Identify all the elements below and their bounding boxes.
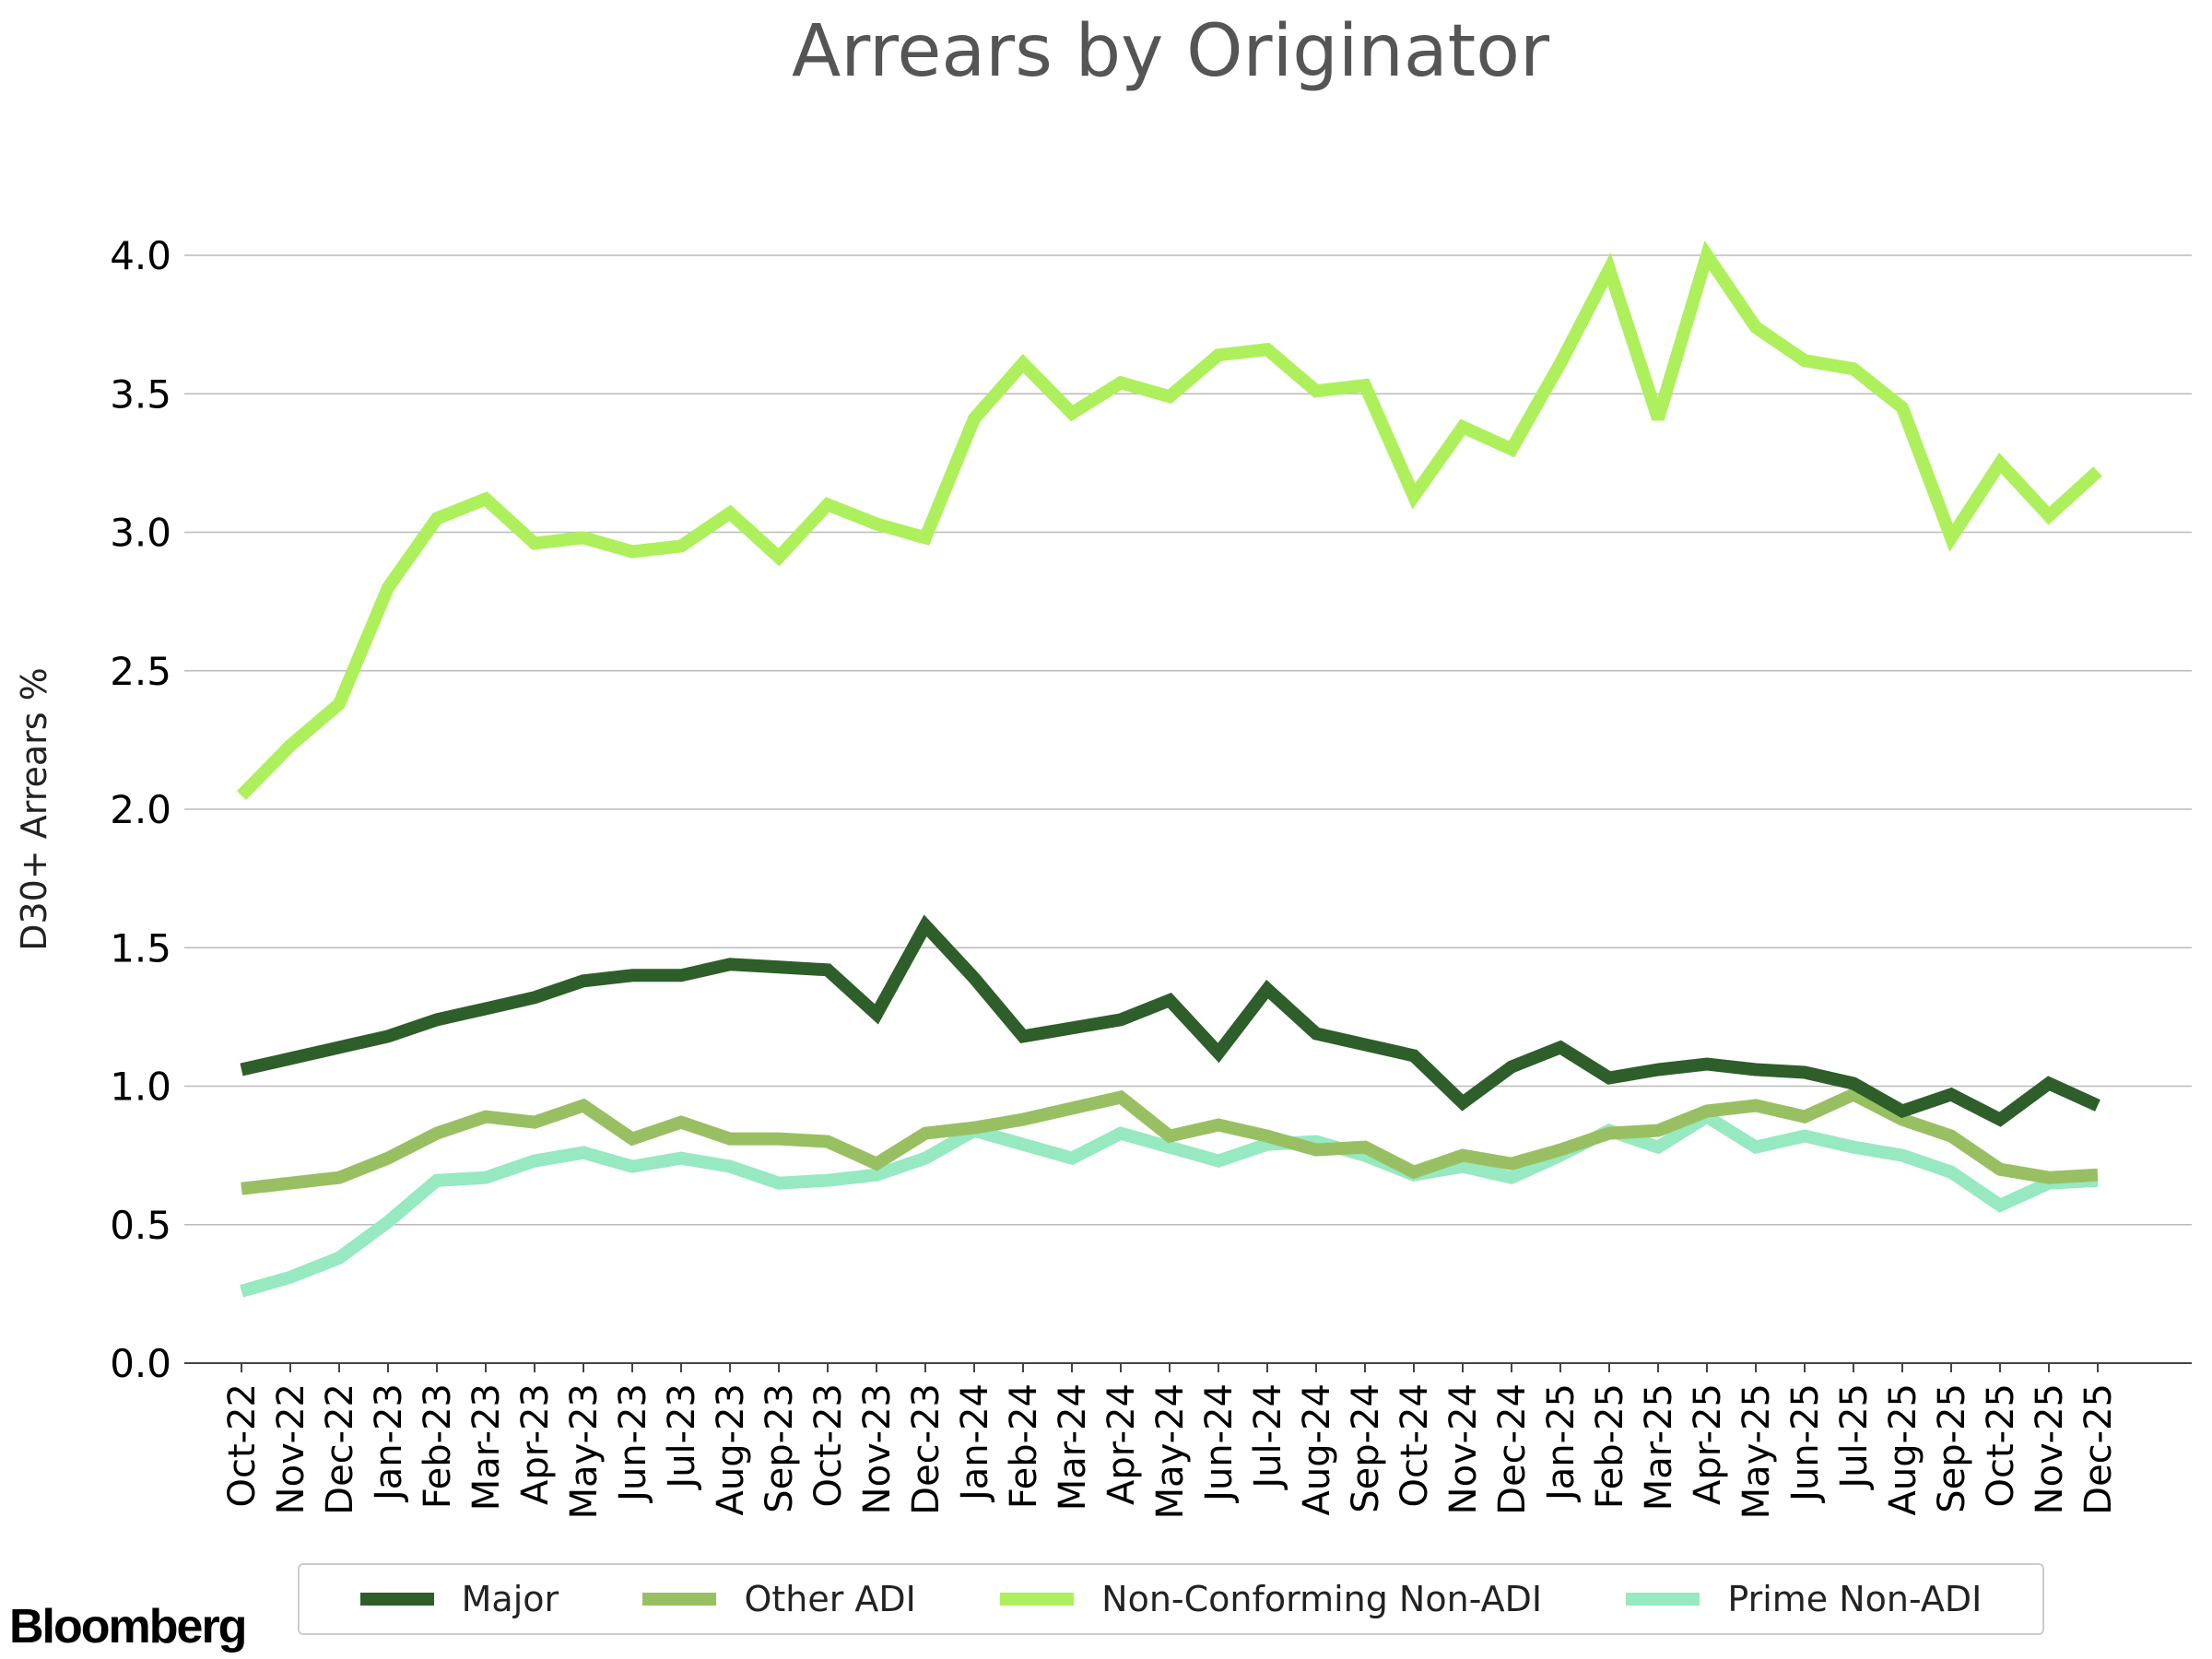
x-tick-label: Aug-24 — [1296, 1383, 1338, 1515]
x-tick-label: Dec-25 — [2077, 1383, 2120, 1515]
x-tick-label: Jul-25 — [1833, 1383, 1876, 1491]
y-axis-label: D30+ Arrears % — [14, 667, 54, 951]
legend-swatch — [359, 1593, 434, 1606]
x-tick-label: Oct-24 — [1394, 1383, 1436, 1508]
y-tick-label: 4.0 — [110, 233, 171, 278]
legend-label: Non-Conforming Non-ADI — [1101, 1579, 1543, 1619]
x-tick-label: Nov-22 — [270, 1383, 312, 1514]
x-tick-label: Dec-24 — [1491, 1383, 1534, 1515]
x-tick-label: Mar-23 — [465, 1383, 508, 1511]
series-line-prime-non-adi — [240, 1109, 2099, 1298]
legend-swatch — [1000, 1593, 1075, 1606]
y-tick-label: 0.5 — [110, 1203, 171, 1248]
x-tick-label: Feb-24 — [1003, 1383, 1045, 1509]
y-tick-label: 3.5 — [110, 371, 171, 417]
x-tick-label: Sep-23 — [759, 1383, 801, 1513]
x-tick-label: Mar-24 — [1052, 1383, 1094, 1511]
series-line-major — [240, 914, 2100, 1127]
x-tick-label: Jun-23 — [612, 1383, 654, 1504]
x-tick-label: Dec-22 — [319, 1383, 361, 1515]
x-tick-label: Nov-23 — [856, 1383, 899, 1514]
legend-item: Other ADI — [642, 1579, 916, 1619]
series-line-non-conforming-non-adi — [236, 240, 2102, 800]
x-tick-label: May-23 — [563, 1383, 606, 1519]
y-tick-label: 2.5 — [110, 649, 171, 694]
x-tick-label: May-25 — [1735, 1383, 1778, 1519]
x-tick-label: Sep-24 — [1345, 1383, 1387, 1513]
x-tick-label: Jan-24 — [954, 1383, 996, 1503]
y-tick-label: 2.0 — [110, 787, 171, 832]
x-tick-label: Apr-25 — [1687, 1383, 1729, 1505]
x-tick-label: Aug-25 — [1882, 1383, 1924, 1515]
y-tick-label: 0.0 — [110, 1341, 171, 1386]
legend: Major Other ADI Non-Conforming Non-ADI Prim… — [298, 1563, 2044, 1635]
x-tick-label: Apr-24 — [1100, 1383, 1143, 1505]
x-tick-label: Mar-25 — [1638, 1383, 1680, 1511]
x-tick-label: Jul-23 — [661, 1383, 703, 1491]
legend-label: Other ADI — [744, 1579, 916, 1619]
x-tick-label: Apr-23 — [514, 1383, 557, 1505]
x-tick-label: Jun-24 — [1198, 1383, 1241, 1504]
chart-title: Arrears by Originator — [792, 10, 1550, 93]
x-tick-label: Nov-25 — [2029, 1383, 2071, 1514]
x-tick-label: Aug-23 — [710, 1383, 752, 1515]
x-tick-label: Oct-23 — [807, 1383, 850, 1508]
x-tick-label: Sep-25 — [1931, 1383, 1973, 1513]
x-tick-label: May-24 — [1149, 1383, 1192, 1519]
x-tick-label: Feb-25 — [1589, 1383, 1631, 1509]
y-tick-label: 1.5 — [110, 925, 171, 971]
x-tick-label: Jan-25 — [1540, 1383, 1583, 1503]
legend-swatch — [1626, 1593, 1700, 1606]
x-tick-label: Dec-23 — [905, 1383, 947, 1515]
legend-label: Prime Non-ADI — [1727, 1579, 1983, 1619]
bloomberg-logo: Bloomberg — [9, 1600, 247, 1653]
legend-item: Major — [359, 1579, 559, 1619]
x-tick-label: Oct-25 — [1980, 1383, 2022, 1508]
y-tick-label: 1.0 — [110, 1065, 171, 1110]
legend-item: Non-Conforming Non-ADI — [1000, 1579, 1542, 1619]
x-tick-label: Oct-22 — [221, 1383, 264, 1508]
x-tick-label: Nov-24 — [1442, 1383, 1485, 1514]
legend-label: Major — [461, 1579, 559, 1619]
legend-item: Prime Non-ADI — [1626, 1579, 1982, 1619]
y-tick-label: 3.0 — [110, 511, 171, 556]
series-line-other-adi — [241, 1087, 2099, 1195]
x-tick-label: Jul-24 — [1247, 1383, 1289, 1491]
x-tick-label: Jan-23 — [368, 1383, 410, 1503]
x-tick-label: Feb-23 — [417, 1383, 459, 1509]
legend-swatch — [642, 1593, 717, 1606]
x-tick-label: Jun-25 — [1784, 1383, 1827, 1504]
